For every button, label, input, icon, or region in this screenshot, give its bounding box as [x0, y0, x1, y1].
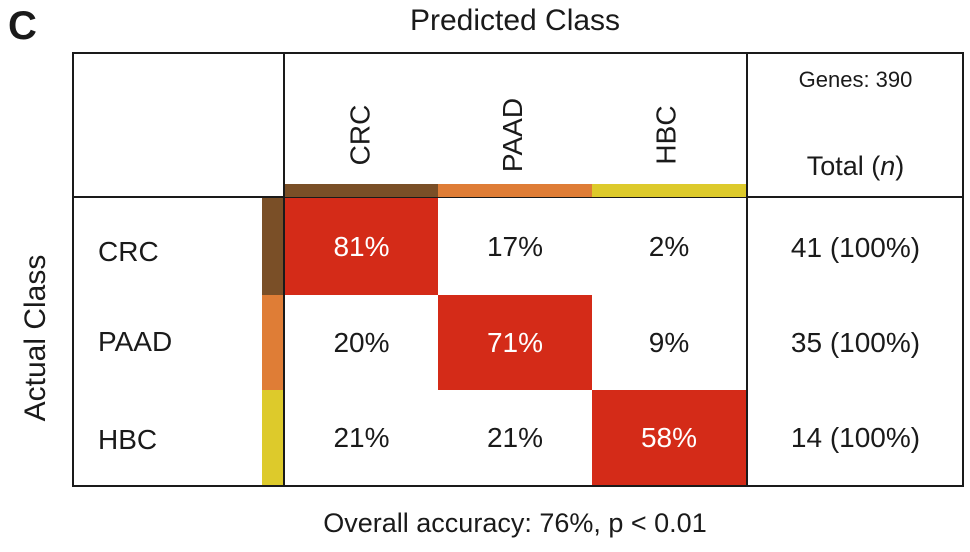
row-label-divider	[283, 52, 285, 487]
panel-label: C	[8, 4, 37, 48]
row-swatch-crc	[262, 198, 283, 295]
col-swatch-crc	[285, 184, 438, 197]
cell-crc-hbc: 2%	[648, 230, 690, 262]
header-divider	[72, 196, 964, 198]
cell-crc-crc: 81%	[285, 198, 438, 295]
x-axis-title: Predicted Class	[409, 4, 621, 37]
total-header: Total (n)	[806, 151, 905, 181]
frame-left	[72, 52, 74, 487]
col-header-crc: CRC	[285, 85, 435, 185]
genes-count: Genes: 390	[798, 67, 913, 92]
row-label-hbc: HBC	[98, 424, 158, 455]
cell-crc-paad: 17%	[486, 230, 544, 262]
cell-paad-hbc: 9%	[648, 326, 690, 358]
col-header-label: CRC	[343, 104, 375, 166]
row-label-crc: CRC	[98, 236, 159, 267]
y-axis-title: Actual Class	[19, 254, 52, 422]
frame-bottom	[72, 485, 964, 487]
row-swatch-hbc	[262, 390, 283, 485]
col-header-paad: PAAD	[438, 85, 588, 185]
total-divider	[746, 52, 748, 487]
row-total-hbc: 14 (100%)	[790, 421, 921, 453]
row-label-paad: PAAD	[98, 326, 173, 357]
cell-hbc-paad: 21%	[486, 421, 544, 453]
col-swatch-hbc	[592, 184, 746, 197]
col-header-label: PAAD	[496, 97, 528, 173]
row-total-paad: 35 (100%)	[790, 326, 921, 358]
row-total-crc: 41 (100%)	[790, 231, 921, 263]
row-swatch-paad	[262, 295, 283, 390]
accuracy-footer: Overall accuracy: 76%, p < 0.01	[323, 508, 707, 538]
col-swatch-paad	[438, 184, 592, 197]
cell-hbc-crc: 21%	[333, 421, 390, 453]
cell-hbc-hbc: 58%	[592, 390, 746, 485]
frame-top	[72, 52, 964, 54]
col-header-hbc: HBC	[592, 85, 742, 185]
col-header-label: HBC	[651, 105, 682, 165]
cell-paad-paad: 71%	[438, 295, 592, 390]
frame-right	[962, 52, 964, 487]
cell-paad-crc: 20%	[333, 326, 390, 358]
